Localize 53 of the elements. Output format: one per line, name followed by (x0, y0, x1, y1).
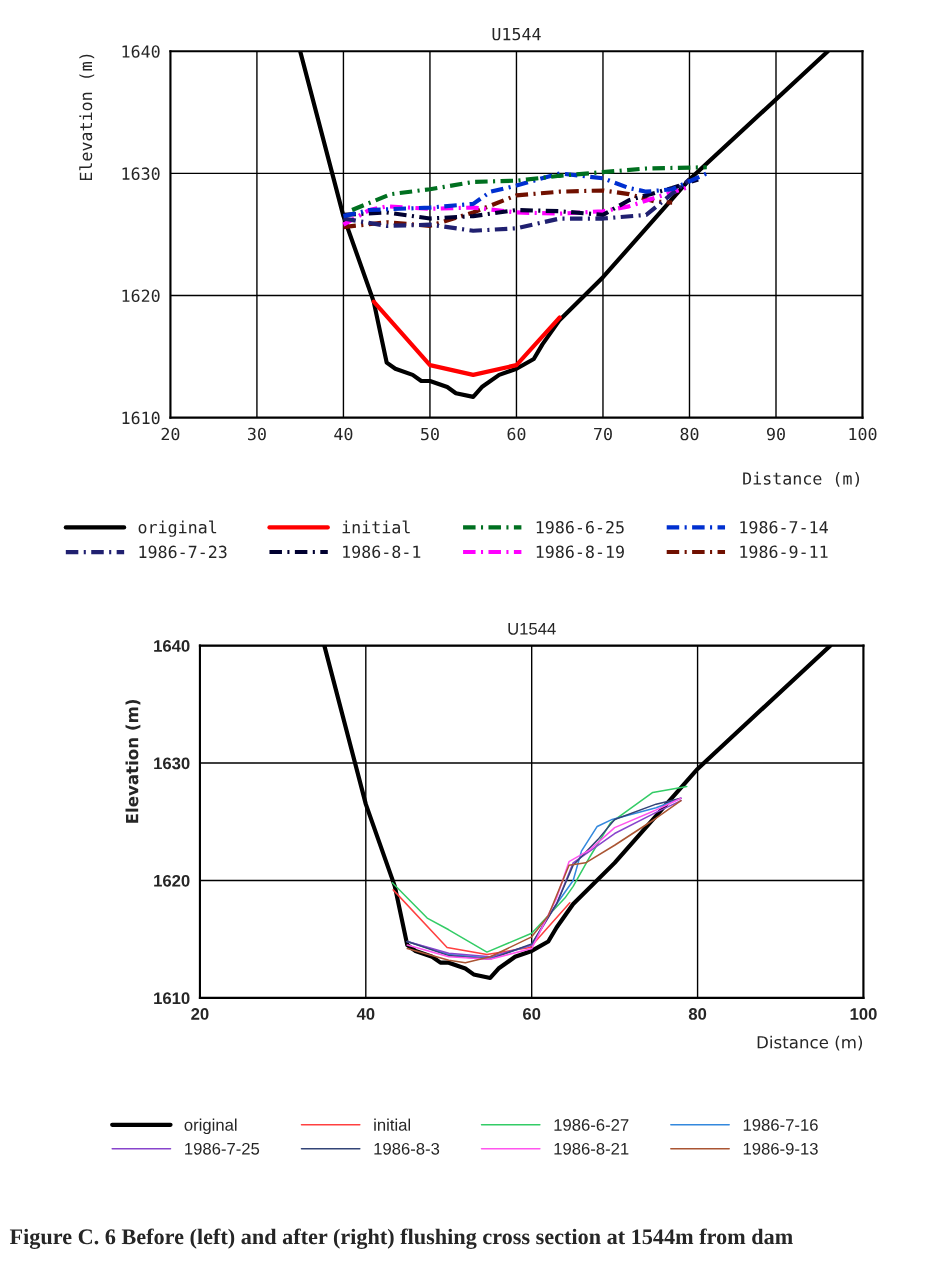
y-tick-label: 1630 (122, 167, 160, 180)
x-tick-label: 60 (507, 427, 526, 441)
legend-label: 1986-8-19 (536, 545, 624, 559)
y-tick-label: 1640 (122, 45, 160, 58)
legend-label: 1986-6-25 (536, 520, 624, 534)
x-tick-label: 20 (161, 427, 180, 441)
x-tick-label: 20 (191, 1008, 209, 1020)
legend-label: original (184, 1118, 237, 1135)
legend-label: 1986-9-13 (743, 1142, 818, 1155)
x-tick-label: 30 (248, 427, 266, 441)
legend-label: 1986-9-11 (740, 545, 828, 559)
y-tick-label: 1610 (122, 411, 160, 425)
chart-title: U1544 (508, 623, 556, 635)
y-tick-label: 1630 (154, 757, 190, 770)
y-axis-title: Elevation (m) (125, 699, 141, 823)
x-tick-label: 80 (680, 427, 699, 441)
legend-label: 1986-8-21 (554, 1142, 629, 1155)
line-series (350, 165, 709, 213)
line-series (371, 299, 562, 377)
x-tick-label: 60 (523, 1008, 541, 1020)
line-series (341, 188, 675, 230)
x-tick-label: 100 (850, 1008, 877, 1020)
legend-label: 1986-7-23 (139, 545, 227, 559)
line-series (392, 889, 571, 956)
line-series (391, 785, 688, 953)
legend-label: initial (342, 520, 410, 534)
legend-label: 1986-8-3 (374, 1142, 440, 1155)
x-tick-label: 70 (594, 427, 612, 441)
line-series (341, 171, 709, 219)
chart-title: U1544 (492, 27, 541, 41)
legend-label: 1986-7-14 (740, 520, 828, 534)
y-tick-label: 1640 (154, 640, 190, 652)
y-tick-label: 1610 (154, 992, 190, 1005)
x-tick-label: 90 (767, 427, 785, 441)
legend-label: 1986-7-25 (185, 1142, 260, 1155)
legend-label: original (138, 520, 217, 537)
x-tick-label: 50 (421, 427, 439, 441)
y-axis-title: Elevation (m) (79, 54, 95, 181)
x-axis-title: Distance (m) (743, 471, 860, 487)
x-tick-label: 100 (849, 427, 877, 441)
line-series (341, 177, 701, 221)
legend-label: 1986-7-16 (743, 1119, 818, 1131)
x-axis-title: Distance (m) (757, 1035, 863, 1051)
legend-label: 1986-6-27 (554, 1119, 629, 1131)
text: Figure C. 6 Before (left) and after (right) flushing cross section at 1544m from dam (9, 1228, 793, 1249)
legend-label: 1986-8-1 (343, 545, 421, 559)
x-tick-label: 40 (334, 427, 353, 441)
y-tick-label: 1620 (122, 289, 160, 303)
legend-label: initial (374, 1118, 411, 1131)
y-tick-label: 1620 (154, 874, 190, 887)
line-series (341, 177, 692, 233)
x-tick-label: 80 (688, 1008, 707, 1020)
x-tick-label: 40 (356, 1008, 375, 1020)
